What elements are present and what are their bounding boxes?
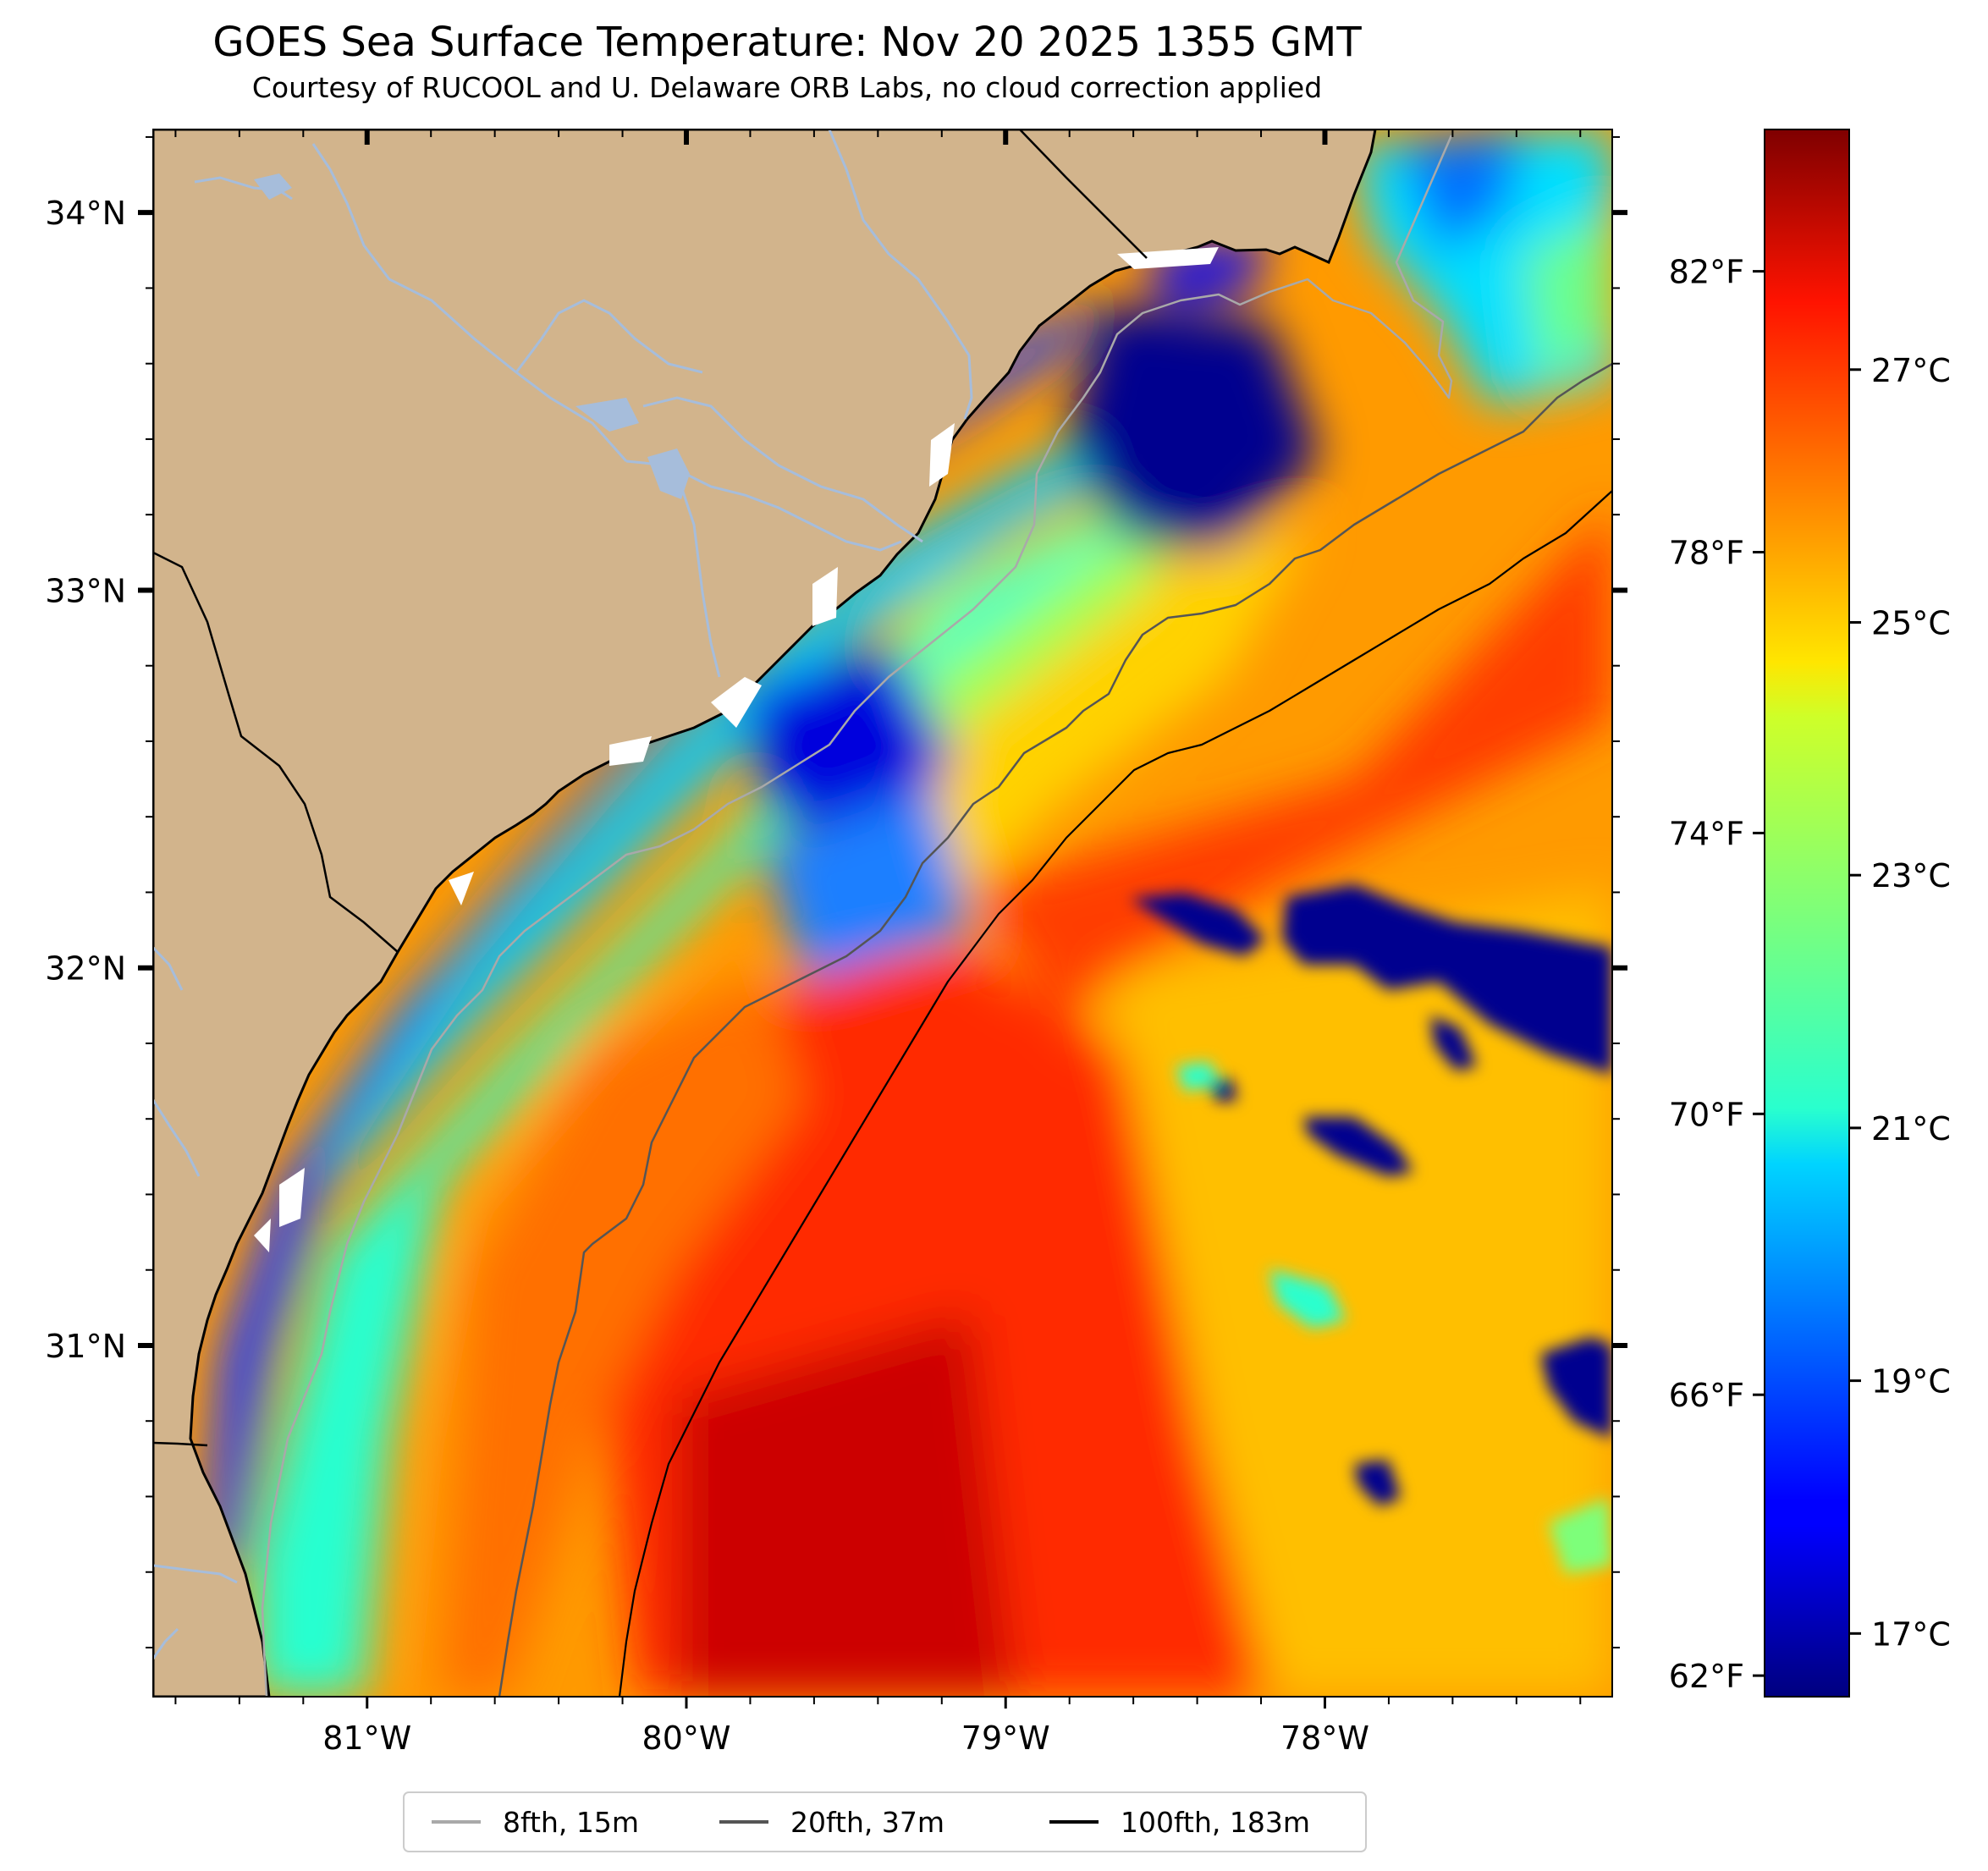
no-data-patches <box>254 247 1219 1252</box>
chart-title: GOES Sea Surface Temperature: Nov 20 202… <box>212 19 1362 66</box>
fahrenheit-tick-label: 78°F <box>1669 535 1744 572</box>
map-panel <box>153 129 1612 1697</box>
colorbar-gradient <box>1765 129 1849 1697</box>
lake <box>254 173 292 200</box>
lake <box>647 448 690 499</box>
sst-field <box>203 129 1612 1697</box>
lon-tick-label: 78°W <box>1280 1720 1369 1757</box>
lat-tick-label: 33°N <box>45 572 126 609</box>
fahrenheit-tick-label: 74°F <box>1669 815 1744 852</box>
lat-tick-label: 32°N <box>45 950 126 988</box>
colorbar: 17°C 19°C 21°C 23°C 25°C 27°C 62°F 66°F 70°F 74°… <box>1669 129 1951 1698</box>
longitude-ticks: 81°W 80°W 79°W 78°W <box>322 129 1369 1757</box>
map-frame <box>152 129 1613 1698</box>
fahrenheit-tick-label: 62°F <box>1669 1658 1744 1695</box>
lat-tick-label: 31°N <box>45 1328 126 1365</box>
isobaths <box>261 135 1612 1697</box>
lon-tick-label: 80°W <box>642 1720 731 1757</box>
fahrenheit-tick-label: 70°F <box>1669 1096 1744 1133</box>
colorbar-fahrenheit-ticks: 62°F 66°F 70°F 74°F 78°F 82°F <box>1669 254 1765 1695</box>
cold-eddies <box>1130 884 1612 1574</box>
lake <box>575 398 639 432</box>
lon-tick-label: 79°W <box>961 1720 1050 1757</box>
lon-tick-label: 81°W <box>322 1720 411 1757</box>
colorbar-frame <box>1764 129 1850 1698</box>
legend: 8fth, 15m 20fth, 37m 100fth, 183m <box>403 1791 1367 1852</box>
celsius-tick-label: 25°C <box>1871 604 1951 641</box>
isobath-37m <box>498 362 1612 1697</box>
legend-box <box>403 1791 1367 1852</box>
celsius-tick-label: 17°C <box>1871 1615 1951 1653</box>
celsius-tick-label: 23°C <box>1871 857 1951 894</box>
minor-ticks <box>146 129 1620 1704</box>
celsius-tick-label: 21°C <box>1871 1110 1951 1147</box>
fahrenheit-tick-label: 66°F <box>1669 1377 1744 1414</box>
fahrenheit-tick-label: 82°F <box>1669 254 1744 291</box>
celsius-tick-label: 19°C <box>1871 1363 1951 1400</box>
celsius-tick-label: 27°C <box>1871 352 1951 389</box>
chart-subtitle: Courtesy of RUCOOL and U. Delaware ORB L… <box>251 71 1323 104</box>
latitude-ticks: 34°N 33°N 32°N 31°N <box>45 195 1627 1365</box>
isobath-183m <box>618 490 1612 1697</box>
legend-label: 20fth, 37m <box>790 1806 944 1839</box>
lat-tick-label: 34°N <box>45 195 126 232</box>
legend-label: 8fth, 15m <box>503 1806 639 1839</box>
legend-label: 100fth, 183m <box>1121 1806 1310 1839</box>
colorbar-celsius-ticks: 17°C 19°C 21°C 23°C 25°C 27°C <box>1849 352 1951 1653</box>
isobath-15m <box>261 135 1453 1697</box>
state-boundaries <box>153 129 1148 1447</box>
